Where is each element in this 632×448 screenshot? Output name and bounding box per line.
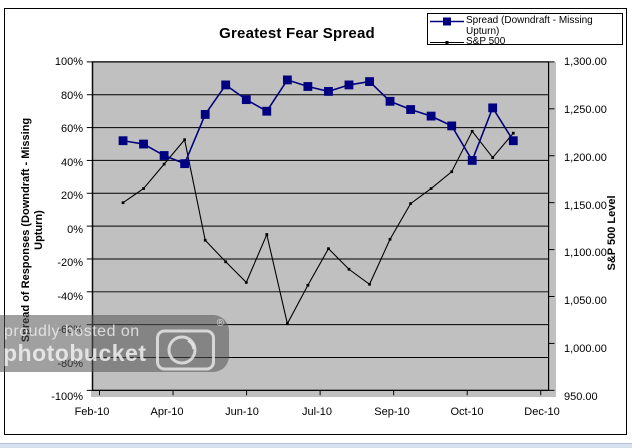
spread-point	[262, 106, 272, 116]
legend-label-sp500: S&P 500	[466, 36, 506, 47]
sp500-point	[265, 233, 269, 236]
legend-marker-sp500	[428, 37, 466, 48]
plot-border	[92, 61, 550, 391]
camera-icon	[156, 329, 215, 371]
registered-trademark-icon: ®	[216, 318, 224, 329]
left-axis-title-line1: Spread of Responses (Downdraft - Missing	[20, 117, 32, 343]
sp500-point	[388, 237, 392, 241]
sp500-point	[224, 260, 228, 264]
right-axis-title: S&P 500 Level	[606, 195, 618, 271]
right-axis-tick-label: 1,100.00	[564, 247, 607, 260]
x-axis-tick-label: Sep-10	[374, 406, 410, 418]
spread-point	[200, 110, 210, 119]
x-axis-tick-label: Dec-10	[524, 406, 560, 418]
spread-marker-icon	[430, 17, 464, 26]
left-axis-tick-label: 0%	[67, 223, 83, 236]
sp500-point	[286, 322, 289, 326]
spread-point	[385, 96, 395, 106]
spread-point	[467, 156, 477, 165]
left-axis-tick-label: 40%	[60, 156, 83, 169]
sp500-point	[470, 129, 474, 133]
x-axis-tick-label: Apr-10	[150, 406, 184, 418]
sp500-marker-icon	[430, 40, 464, 44]
photobucket-watermark: proudly hosted on photobucket ®	[0, 315, 229, 372]
x-axis-tick-label: Feb-10	[74, 406, 110, 418]
spread-point	[139, 139, 148, 149]
sp500-point	[306, 283, 310, 287]
spread-point	[508, 136, 518, 146]
sp500-point	[429, 187, 433, 190]
chart-title: Greatest Fear Spread	[219, 25, 375, 42]
page-background-strip	[0, 443, 632, 448]
sp500-point	[183, 138, 186, 142]
sp500-point	[142, 187, 145, 190]
left-axis-tick-label: 60%	[60, 123, 83, 135]
legend: Spread (Downdraft - Missing Upturn) S&P …	[427, 13, 623, 48]
sp500-point	[368, 282, 371, 286]
legend-label-spread-line1: Spread (Downdraft - Missing	[466, 15, 593, 26]
sp500-point	[327, 247, 330, 251]
spread-point	[159, 151, 169, 160]
sp500-point	[491, 156, 495, 159]
spread-point	[488, 103, 498, 113]
spread-point	[180, 159, 190, 169]
spread-point	[303, 82, 313, 91]
x-axis-tick-label: Oct-10	[450, 406, 484, 418]
spread-point	[365, 77, 374, 87]
legend-label-spread-line2: Upturn)	[466, 25, 500, 37]
spread-point	[282, 75, 292, 85]
spread-point	[447, 121, 457, 131]
sp500-point	[450, 170, 454, 174]
sp500-point	[203, 238, 207, 242]
sp500-point	[347, 267, 351, 271]
right-axis-tick-label: 1,200.00	[564, 151, 607, 164]
sp500-point	[121, 201, 125, 205]
watermark-text: proudly hosted on	[4, 323, 140, 340]
spread-point	[241, 95, 251, 105]
plot-svg	[86, 61, 555, 396]
sp500-point	[162, 162, 166, 166]
spread-point	[118, 136, 128, 146]
spread-point	[324, 86, 333, 96]
left-axis-tick-label: 80%	[60, 89, 83, 102]
left-axis-tick-label: -40%	[57, 290, 83, 303]
right-axis-tick-label: 1,300.00	[564, 56, 607, 68]
right-axis-tick-label: 950.00	[564, 391, 598, 403]
sp500-point	[409, 202, 412, 205]
x-axis-tick-label: Jul-10	[302, 406, 332, 418]
spread-point	[406, 105, 416, 114]
legend-marker-spread	[428, 16, 466, 27]
left-axis-tick-label: -100%	[51, 391, 83, 403]
left-axis-tick-label: -20%	[57, 257, 83, 269]
right-axis-tick-label: 1,000.00	[564, 343, 607, 356]
spread-point	[426, 111, 436, 121]
watermark-brand: photobucket	[3, 340, 147, 366]
sp500-point	[244, 281, 248, 284]
left-axis-tick-label: 20%	[60, 190, 83, 202]
right-axis-tick-label: 1,250.00	[564, 103, 607, 116]
right-axis-tick-label: 1,150.00	[564, 199, 607, 212]
sp500-point	[511, 131, 515, 135]
left-axis-tick-label: 100%	[54, 56, 83, 68]
left-axis-title-line2: Upturn)	[33, 210, 45, 250]
spread-point	[221, 80, 231, 90]
spread-point	[344, 80, 354, 90]
right-axis-tick-label: 1,050.00	[564, 295, 607, 308]
x-axis-tick-label: Jun-10	[225, 406, 259, 418]
